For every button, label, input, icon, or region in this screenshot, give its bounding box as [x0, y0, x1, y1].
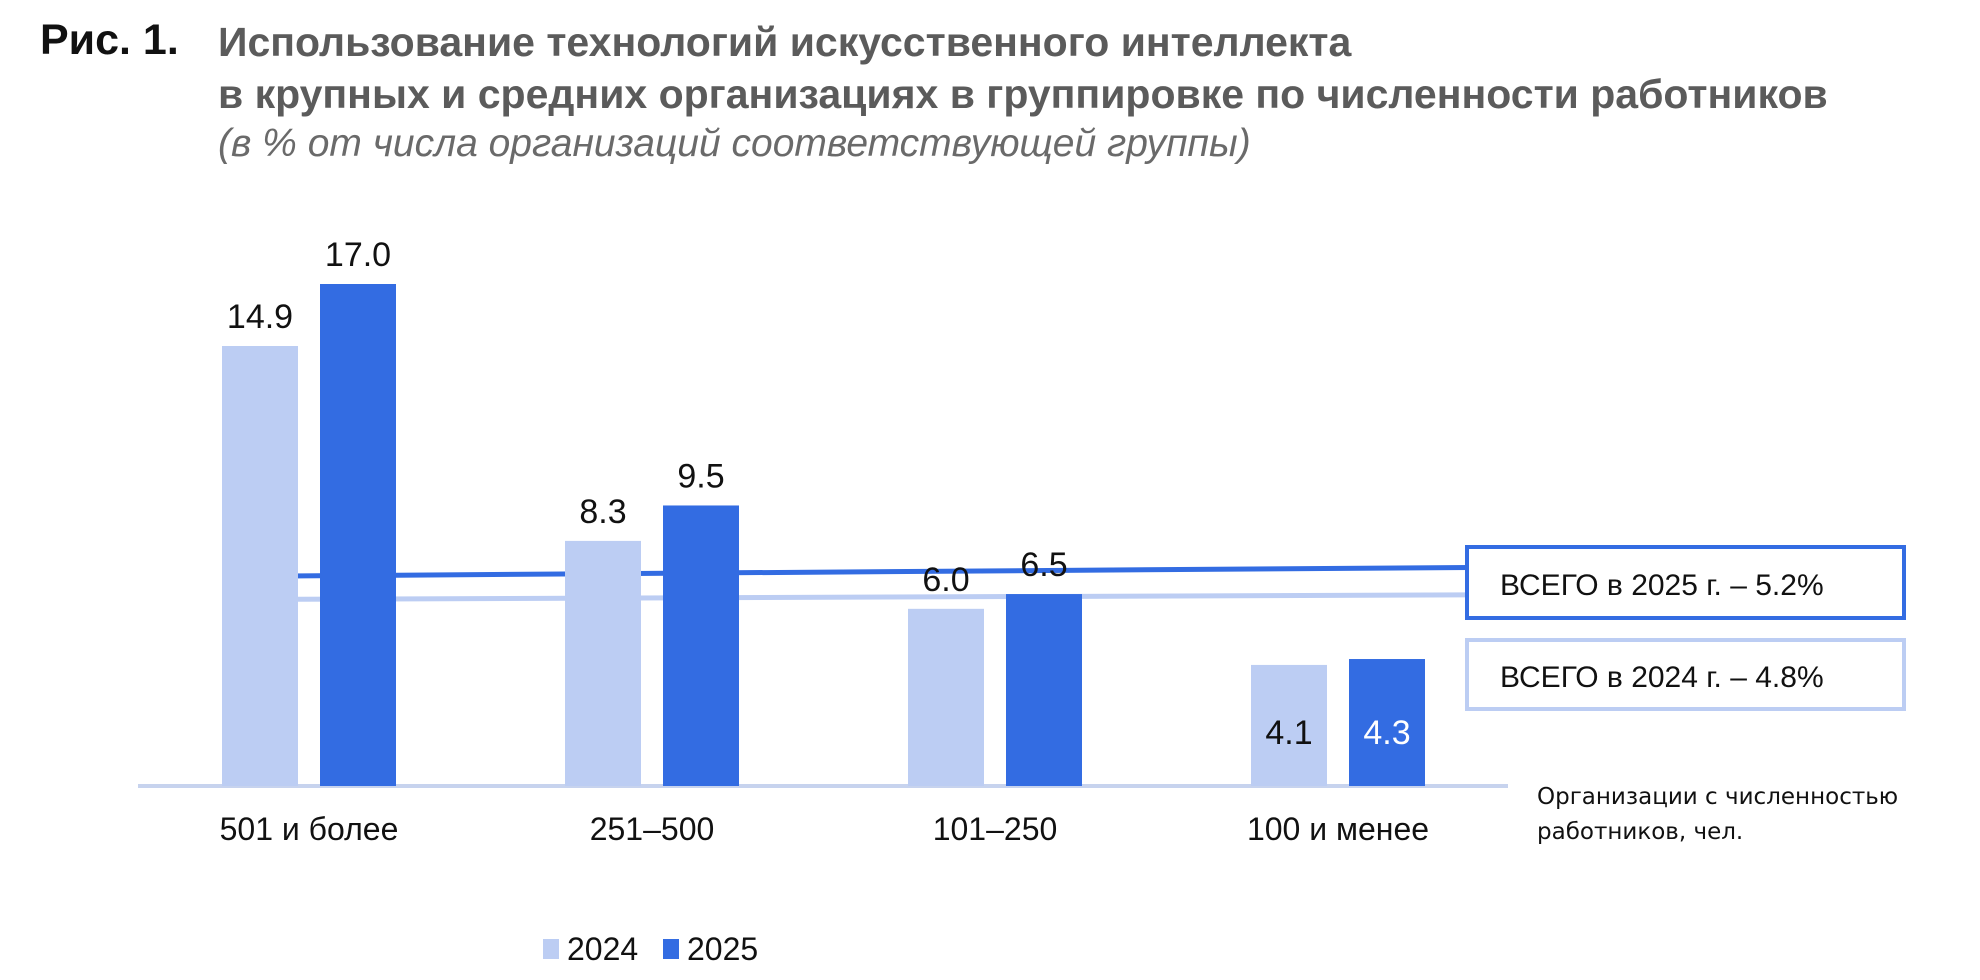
chart-subtitle: (в % от числа организаций соответствующе…	[218, 122, 1251, 165]
data-label-2024-1: 14.9	[227, 298, 293, 336]
data-label-2024-4: 4.1	[1265, 714, 1312, 752]
legend-label-2025: 2025	[687, 931, 758, 967]
data-label-2024-3: 6.0	[922, 561, 969, 599]
total-2024-box	[1465, 638, 1906, 711]
total-2025-box	[1465, 545, 1906, 620]
legend-swatch-2024	[543, 939, 559, 959]
data-label-2024-2: 8.3	[579, 493, 626, 531]
total-2025-line	[224, 564, 1471, 579]
x-tick-label-3: 101–250	[933, 811, 1058, 847]
x-axis-note-line-1: Организации с численностью	[1537, 784, 1898, 810]
data-label-2025-4: 4.3	[1363, 714, 1410, 752]
legend-swatch-2025	[663, 939, 679, 959]
chart-title-line-2: в крупных и средних организациях в групп…	[218, 71, 1828, 117]
x-tick-label-2: 251–500	[590, 811, 715, 847]
bar-2025-3	[1006, 594, 1082, 786]
bar-2024-2	[565, 540, 641, 786]
legend-label-2024: 2024	[567, 931, 638, 967]
data-label-2025-2: 9.5	[677, 457, 724, 495]
x-axis-note-line-2: работников, чел.	[1537, 819, 1743, 845]
bar-2025-4	[1349, 659, 1425, 786]
figure-label: Рис. 1.	[40, 16, 179, 64]
bar-2025-1	[320, 284, 396, 786]
data-label-2025-1: 17.0	[325, 236, 391, 274]
x-tick-label-1: 501 и более	[220, 811, 399, 847]
total-2024-label: ВСЕГО в 2024 г. – 4.8%	[1500, 661, 1824, 694]
x-tick-label-4: 100 и менее	[1247, 811, 1429, 847]
total-2025-label: ВСЕГО в 2025 г. – 5.2%	[1500, 569, 1824, 602]
data-label-2025-3: 6.5	[1020, 546, 1067, 584]
total-2024-line	[297, 591, 1631, 602]
bar-2024-1	[222, 346, 298, 786]
bar-2025-2	[663, 505, 739, 786]
bar-2024-4	[1251, 664, 1327, 786]
chart-title-line-1: Использование технологий искусственного …	[218, 19, 1352, 65]
title-block: Использование технологий искусственного …	[218, 16, 1958, 168]
bar-2024-3	[908, 608, 984, 786]
